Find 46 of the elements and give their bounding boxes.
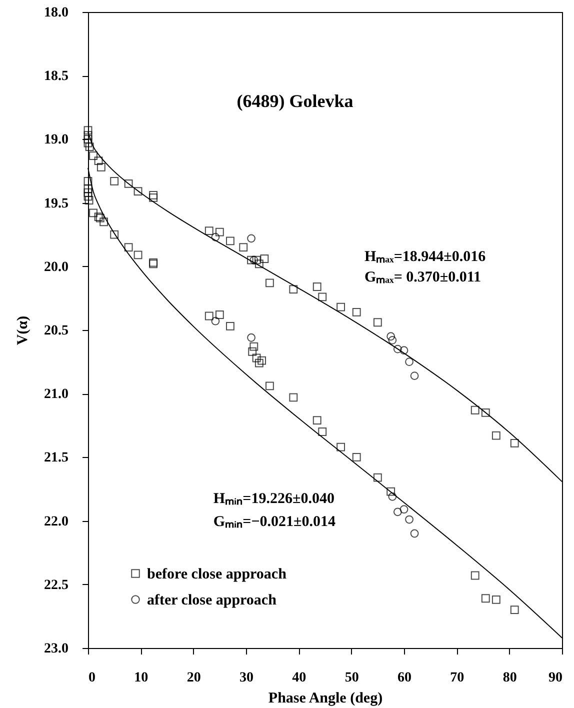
y-tick-label: 21.5 [44,450,68,466]
x-tick-label: 30 [240,670,254,686]
y-tick-label: 21.0 [44,387,68,402]
annotation: Gₘᵢₙ=−0.021±0.014 [213,514,336,530]
point [405,515,414,524]
x-tick-label: 10 [134,670,148,686]
x-tick-label: 50 [344,670,359,686]
y-tick-label: 22.5 [44,578,68,593]
y-tick-label: 18.0 [44,6,68,20]
x-tick-label: 80 [502,670,517,686]
point [247,234,256,243]
legend-label: after close approach [147,592,278,608]
y-tick-label: 23.0 [44,642,68,656]
legend-label: before close approach [147,566,288,582]
x-tick-label: 20 [186,670,201,686]
point [247,333,256,342]
point [211,316,220,326]
x-tick-label: 70 [450,670,464,686]
y-tick-label: 22.0 [44,514,68,530]
y-axis-title: V(α) [15,316,31,346]
point [410,529,419,538]
point [393,344,402,354]
y-tick-label: 18.5 [44,69,68,84]
text: (6489) Golevka [236,91,354,111]
x-tick-label: 90 [548,670,562,686]
point [211,232,220,242]
y-tick-label: 20.5 [44,324,68,338]
x-tick-label: 60 [398,670,412,686]
y-tick-label: 19.5 [44,196,68,212]
point [393,508,402,516]
point [400,346,408,355]
annotation: Hₘᵢₙ=19.226±0.040 [213,490,334,507]
y-tick-label: 20.0 [44,260,68,275]
annotation: Hₘₐₓ=18.944±0.016 [364,249,486,266]
x-tick-label: 0 [88,670,96,686]
point [388,492,397,501]
annotation: Gₘₐₓ= 0.370±0.011 [364,270,482,286]
point [405,358,414,366]
point [388,336,397,344]
point [400,505,408,514]
y-tick-label: 19.0 [44,132,68,148]
x-tick-label: 40 [292,670,306,686]
x-axis-title: Phase Angle (deg) [268,690,383,706]
point [386,332,396,341]
point [250,256,258,264]
point [410,372,419,380]
